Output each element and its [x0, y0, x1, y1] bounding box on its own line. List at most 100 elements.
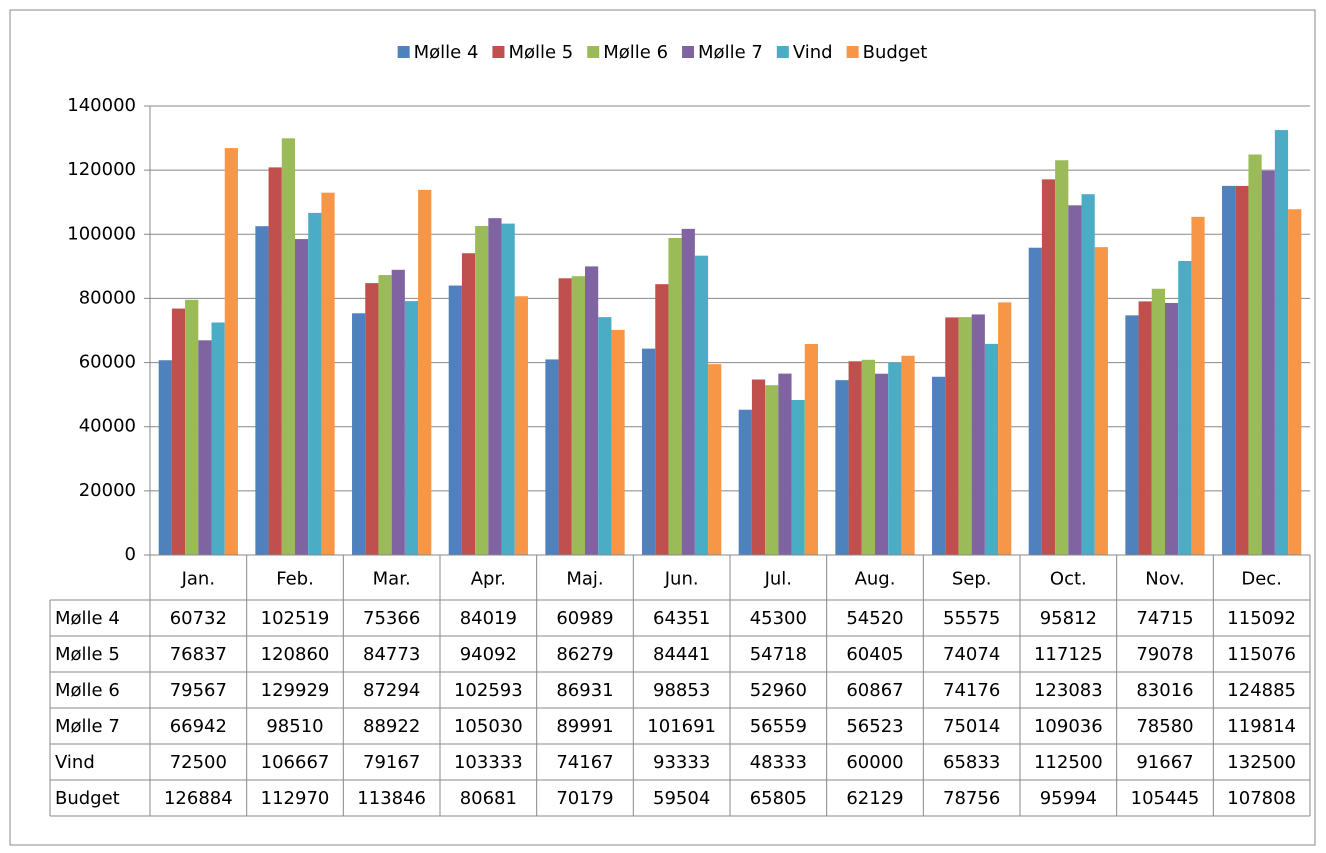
- x-tick-label: Feb.: [276, 569, 314, 590]
- bar: [642, 348, 656, 555]
- bar: [1288, 209, 1302, 556]
- table-cell: 106667: [261, 752, 330, 773]
- x-tick-label: Jan.: [181, 569, 215, 590]
- bar: [998, 302, 1012, 555]
- table-cell: 88922: [363, 716, 420, 737]
- table-cell: 52960: [750, 680, 807, 701]
- bar: [461, 253, 476, 555]
- bar: [321, 192, 335, 555]
- legend-swatch: [587, 46, 600, 58]
- table-cell: 59504: [653, 788, 710, 809]
- bar: [268, 167, 282, 556]
- legend-label: Budget: [863, 42, 928, 63]
- table-cell: 79567: [170, 680, 227, 701]
- x-tick-label: Apr.: [471, 569, 506, 590]
- table-cell: 66942: [170, 716, 227, 737]
- y-tick-label: 140000: [67, 95, 136, 116]
- bar: [1178, 261, 1192, 555]
- bar: [945, 317, 959, 555]
- bar: [1041, 179, 1056, 555]
- x-tick-label: Jul.: [764, 569, 792, 590]
- table-cell: 79167: [363, 752, 420, 773]
- bar: [185, 299, 199, 555]
- y-tick-label: 120000: [67, 159, 136, 180]
- x-tick-label: Mar.: [373, 569, 411, 590]
- table-cell: 107808: [1227, 788, 1296, 809]
- bar: [804, 343, 818, 555]
- legend-swatch: [846, 46, 859, 58]
- bar: [1081, 194, 1095, 556]
- bar: [475, 225, 489, 555]
- table-cell: 119814: [1227, 716, 1296, 737]
- bar: [295, 239, 309, 555]
- bar: [681, 228, 695, 556]
- y-tick-label: 80000: [79, 287, 136, 308]
- bar: [668, 237, 682, 556]
- y-tick-label: 60000: [79, 352, 136, 373]
- table-cell: 124885: [1227, 680, 1296, 701]
- table-cell: 72500: [170, 752, 227, 773]
- table-cell: 60732: [170, 608, 227, 629]
- bar: [488, 218, 502, 555]
- bar: [171, 308, 186, 555]
- bar: [694, 255, 709, 556]
- bar: [861, 359, 875, 555]
- bar: [901, 355, 915, 555]
- bar: [932, 376, 946, 555]
- table-cell: 48333: [750, 752, 807, 773]
- legend-label: Mølle 6: [603, 42, 668, 63]
- x-tick-label: Jun.: [664, 569, 699, 590]
- x-tick-label: Sep.: [952, 569, 992, 590]
- table-cell: 112970: [261, 788, 330, 809]
- table-cell: 45300: [750, 608, 807, 629]
- bar: [598, 317, 612, 555]
- legend-swatch: [776, 46, 789, 58]
- table-cell: 62129: [846, 788, 903, 809]
- legend-label: Mølle 4: [414, 42, 479, 63]
- table-row-label: Mølle 4: [55, 608, 120, 629]
- bar: [558, 278, 572, 555]
- table-row-label: Vind: [55, 752, 95, 773]
- bar: [308, 212, 322, 555]
- table-cell: 126884: [164, 788, 233, 809]
- table-cell: 74715: [1136, 608, 1193, 629]
- bar: [158, 360, 172, 555]
- table-cell: 123083: [1034, 680, 1103, 701]
- bar: [281, 138, 295, 555]
- bar: [708, 364, 722, 555]
- table-cell: 56559: [750, 716, 807, 737]
- legend-swatch: [397, 46, 410, 58]
- bar: [1055, 160, 1069, 555]
- table-cell: 78580: [1136, 716, 1193, 737]
- bar: [1068, 205, 1082, 555]
- bar: [391, 269, 405, 555]
- table-cell: 74176: [943, 680, 1000, 701]
- x-tick-label: Aug.: [855, 569, 896, 590]
- bar: [984, 343, 999, 555]
- bar: [418, 189, 432, 555]
- bar: [571, 276, 585, 555]
- table-cell: 75014: [943, 716, 1000, 737]
- table-cell: 78756: [943, 788, 1000, 809]
- bar: [1191, 216, 1205, 555]
- bar: [835, 380, 849, 555]
- table-cell: 54520: [846, 608, 903, 629]
- y-tick-label: 40000: [79, 416, 136, 437]
- bar: [1028, 247, 1042, 555]
- bar: [514, 296, 528, 555]
- table-cell: 98510: [266, 716, 323, 737]
- table-cell: 70179: [556, 788, 613, 809]
- bar: [1248, 154, 1262, 556]
- bar: [848, 361, 862, 555]
- table-cell: 74074: [943, 644, 1000, 665]
- bar: [778, 373, 792, 555]
- y-tick-label: 0: [125, 544, 136, 565]
- table-cell: 102593: [454, 680, 523, 701]
- table-cell: 132500: [1227, 752, 1296, 773]
- bar: [1151, 288, 1165, 555]
- table-cell: 84019: [460, 608, 517, 629]
- table-cell: 60000: [846, 752, 903, 773]
- bar: [211, 322, 225, 555]
- table-cell: 112500: [1034, 752, 1103, 773]
- bar: [1138, 301, 1152, 555]
